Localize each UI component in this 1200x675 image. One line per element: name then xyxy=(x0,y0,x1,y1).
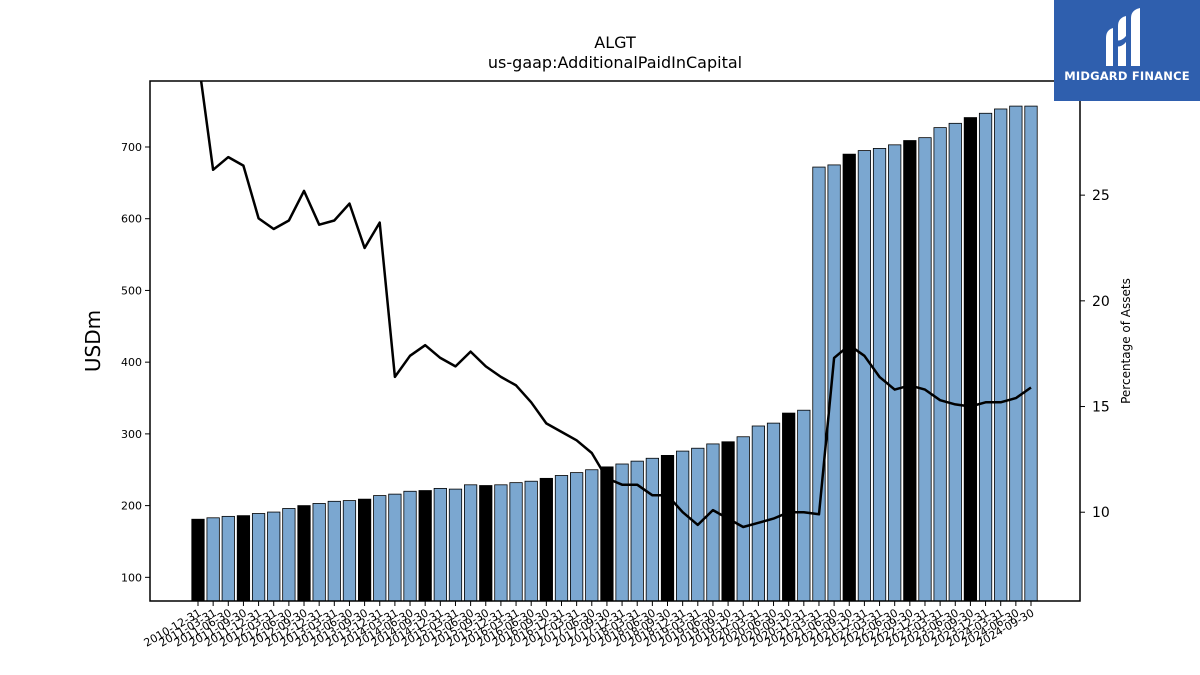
bar-2022-09-30 xyxy=(903,140,917,602)
y2-tick-label: 10 xyxy=(1092,505,1110,521)
line-series xyxy=(199,81,1032,529)
bar-2018-06-30 xyxy=(645,457,659,602)
bar-2015-03-31 xyxy=(448,488,463,602)
bar-2013-03-31 xyxy=(327,500,341,602)
bar-2013-06-30 xyxy=(342,500,357,602)
bar-2011-09-30 xyxy=(236,515,251,602)
bar-2018-09-30 xyxy=(660,454,675,602)
bar-2011-12-31 xyxy=(251,513,266,602)
y-axis-label: USDm xyxy=(81,310,105,372)
right-axis: 10 15 20 25 xyxy=(1080,188,1110,521)
bar-2021-12-31 xyxy=(857,150,872,602)
bar-2020-03-31 xyxy=(751,425,765,602)
bar-2021-06-30 xyxy=(827,164,841,602)
bar-2023-09-30 xyxy=(963,117,978,602)
y2-axis-label: Percentage of Assets xyxy=(1119,278,1133,404)
y-tick-label: 500 xyxy=(121,284,142,297)
bar-2011-06-30 xyxy=(221,515,235,602)
bar-2013-09-30 xyxy=(357,498,372,602)
y-tick-label: 700 xyxy=(121,141,142,154)
bar-2016-03-31 xyxy=(509,482,523,602)
chart-title: ALGT xyxy=(594,33,636,52)
bar-2017-09-30 xyxy=(600,466,614,602)
bar-2023-03-31 xyxy=(933,127,947,602)
left-axis: 100 200 300 400 500 600 700 xyxy=(121,141,150,584)
bar-2024-03-31 xyxy=(994,108,1008,602)
bar-2012-03-31 xyxy=(267,511,281,602)
bar-2024-06-30 xyxy=(1009,105,1023,602)
y-tick-label: 200 xyxy=(121,500,142,513)
bar-2012-12-31 xyxy=(312,503,326,602)
bar-2016-06-30 xyxy=(524,480,538,602)
logo-text: MIDGARD FINANCE xyxy=(1064,69,1190,83)
bar-2023-06-30 xyxy=(948,122,962,602)
bar-2022-03-31 xyxy=(872,148,887,602)
bar-2021-03-31 xyxy=(812,166,826,602)
bar-2016-09-30 xyxy=(539,477,553,602)
bar-2015-06-30 xyxy=(464,484,478,602)
bar-2014-12-31 xyxy=(433,487,447,602)
bar-2012-06-30 xyxy=(282,508,296,602)
bar-2014-06-30 xyxy=(403,490,417,602)
midgard-m-icon xyxy=(1106,8,1140,66)
bar-2022-12-31 xyxy=(918,137,932,602)
y-tick-label: 300 xyxy=(121,428,142,441)
bar-2014-03-31 xyxy=(388,493,402,602)
bar-2018-12-31 xyxy=(676,450,690,602)
bar-series xyxy=(191,105,1038,602)
y2-tick-label: 20 xyxy=(1092,294,1110,310)
chart-subtitle: us-gaap:AdditionalPaidInCapital xyxy=(488,53,742,72)
y2-tick-label: 25 xyxy=(1092,188,1110,204)
y2-tick-label: 15 xyxy=(1092,400,1110,416)
bar-2024-09-30 xyxy=(1024,105,1038,602)
bar-2010-12-31 xyxy=(191,518,205,602)
bar-2018-03-31 xyxy=(630,460,644,602)
y-tick-label: 100 xyxy=(121,571,142,584)
bar-2012-09-30 xyxy=(297,505,311,602)
bar-2020-12-31 xyxy=(797,409,811,602)
bar-2014-09-30 xyxy=(418,490,432,602)
bar-2019-06-30 xyxy=(706,443,720,602)
bar-2021-09-30 xyxy=(842,153,856,602)
bar-2015-12-31 xyxy=(494,484,508,602)
x-axis: 2010-12-312011-03-312011-06-302011-09-30… xyxy=(142,601,1037,650)
midgard-finance-logo: MIDGARD FINANCE xyxy=(1054,0,1200,101)
plot-frame xyxy=(149,80,1081,602)
bar-2017-06-30 xyxy=(585,469,599,602)
bar-2020-09-30 xyxy=(782,412,796,602)
bar-2019-12-31 xyxy=(736,436,750,602)
y-tick-label: 600 xyxy=(121,213,142,226)
bar-2011-03-31 xyxy=(206,517,220,602)
y-tick-label: 400 xyxy=(121,356,142,369)
bar-2015-09-30 xyxy=(479,485,493,602)
bar-2020-06-30 xyxy=(766,422,781,602)
bar-2016-12-31 xyxy=(554,475,569,602)
percentage-of-assets-line xyxy=(199,81,1032,529)
bar-2013-12-31 xyxy=(373,495,387,602)
bar-2017-03-31 xyxy=(570,472,584,602)
bar-2022-06-30 xyxy=(888,144,902,602)
bar-2023-12-31 xyxy=(978,112,993,602)
